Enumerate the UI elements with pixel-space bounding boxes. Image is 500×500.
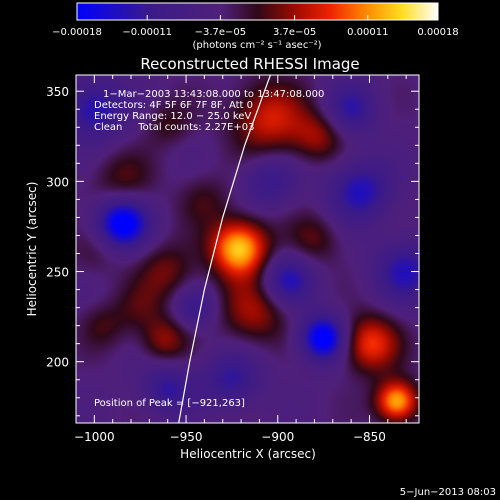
heatmap-image [76,75,419,423]
colorbar-ticks: −0.00018 −0.00011 −3.7e−05 3.7e−05 0.00011 0.… [52,15,459,38]
y-axis-label: Heliocentric Y (arcsec) [25,182,39,317]
annotation-energy: Energy Range: 12.0 − 25.0 keV [94,111,251,122]
colorbar-tick-label: 3.7e−05 [273,27,316,38]
colorbar-tick-label: 0.00018 [417,27,458,38]
colorbar-tick-label: −0.00018 [52,27,102,38]
chart-title: Reconstructed RHESSI Image [140,55,359,73]
annotation-counts: Clean Total counts: 2.27E+03 [94,122,254,133]
y-tick-label: 300 [46,175,69,189]
y-tick-label: 350 [46,85,69,99]
footer-date: 5−Jun−2013 08:03 [400,487,496,498]
x-tick-label: −900 [261,430,294,444]
x-tick-label: −950 [170,430,203,444]
y-tick-label: 250 [46,266,69,280]
y-tick-label: 200 [46,356,69,370]
x-tick-label: −1000 [74,430,115,444]
y-axis-ticks: 200 250 300 350 [46,85,419,417]
x-tick-label: −850 [353,430,386,444]
annotation-time: 1−Mar−2003 13:43:08.000 to 13:47:08.000 [103,89,324,100]
colorbar-tick-label: 0.00011 [347,27,388,38]
solar-limb-line [178,75,271,423]
x-axis-ticks: −1000 −950 −900 −850 [74,75,407,444]
colorbar [77,3,438,20]
colorbar-frame [76,2,439,21]
annotation-detectors: Detectors: 4F 5F 6F 7F 8F, Att 0 [94,100,253,111]
colorbar-tick-label: −3.7e−05 [195,27,247,38]
plot-frame [75,74,420,424]
peak-position-label: Position of Peak = [−921,263] [94,398,245,409]
colorbar-units: (photons cm⁻² s⁻¹ asec⁻²) [192,40,321,51]
x-axis-label: Heliocentric X (arcsec) [180,447,316,461]
colorbar-tick-label: −0.00011 [122,27,172,38]
